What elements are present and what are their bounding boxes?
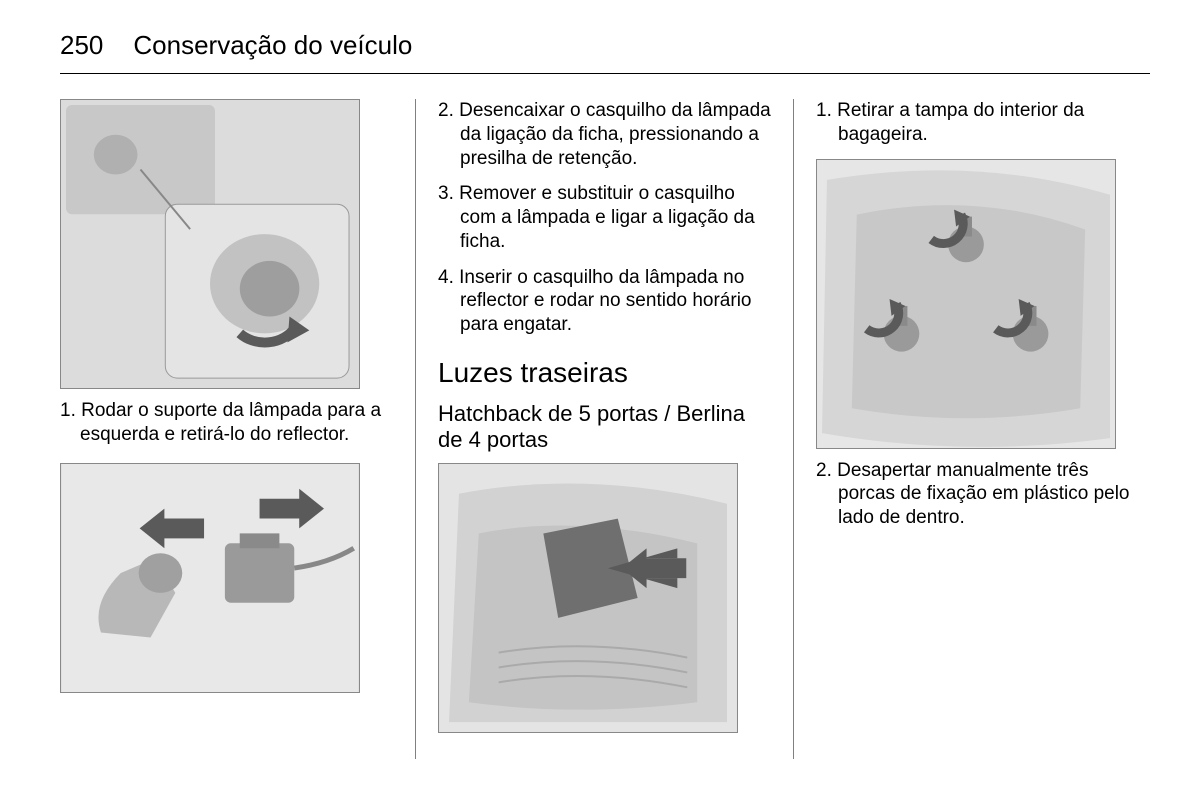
figure-fog-lamp-holder [60,99,360,389]
subheading-body-style: Hatchback de 5 portas / Berlina de 4 por… [438,401,772,453]
step-4-text: 4. Inserir o casquilho da lâmpada no ref… [438,266,772,337]
step-3-text: 3. Remover e substituir o casquilho com … [438,182,772,253]
page-header: 250 Conservação do veículo [60,30,1150,74]
manual-page: 250 Conservação do veículo [0,0,1200,802]
c3-step-2-text: 2. Desapertar manualmente três porcas de… [816,459,1150,530]
figure-plastic-nuts [816,159,1116,449]
step-2-text: 2. Desencaixar o casquilho da lâmpada da… [438,99,772,170]
column-2: 2. Desencaixar o casquilho da lâmpada da… [416,99,794,759]
column-3: 1. Retirar a tampa do interior da bagage… [794,99,1150,759]
section-heading-tail-lights: Luzes traseiras [438,357,772,389]
c3-step-1-text: 1. Retirar a tampa do interior da bagage… [816,99,1150,147]
figure-connector-detach [60,463,360,693]
content-columns: 1. Rodar o suporte da lâmpada para a esq… [60,99,1150,759]
chapter-title: Conservação do veículo [133,30,412,61]
column-1: 1. Rodar o suporte da lâmpada para a esq… [60,99,416,759]
page-number: 250 [60,30,103,61]
step-1-text: 1. Rodar o suporte da lâmpada para a esq… [60,399,394,447]
figure-boot-cover [438,463,738,733]
